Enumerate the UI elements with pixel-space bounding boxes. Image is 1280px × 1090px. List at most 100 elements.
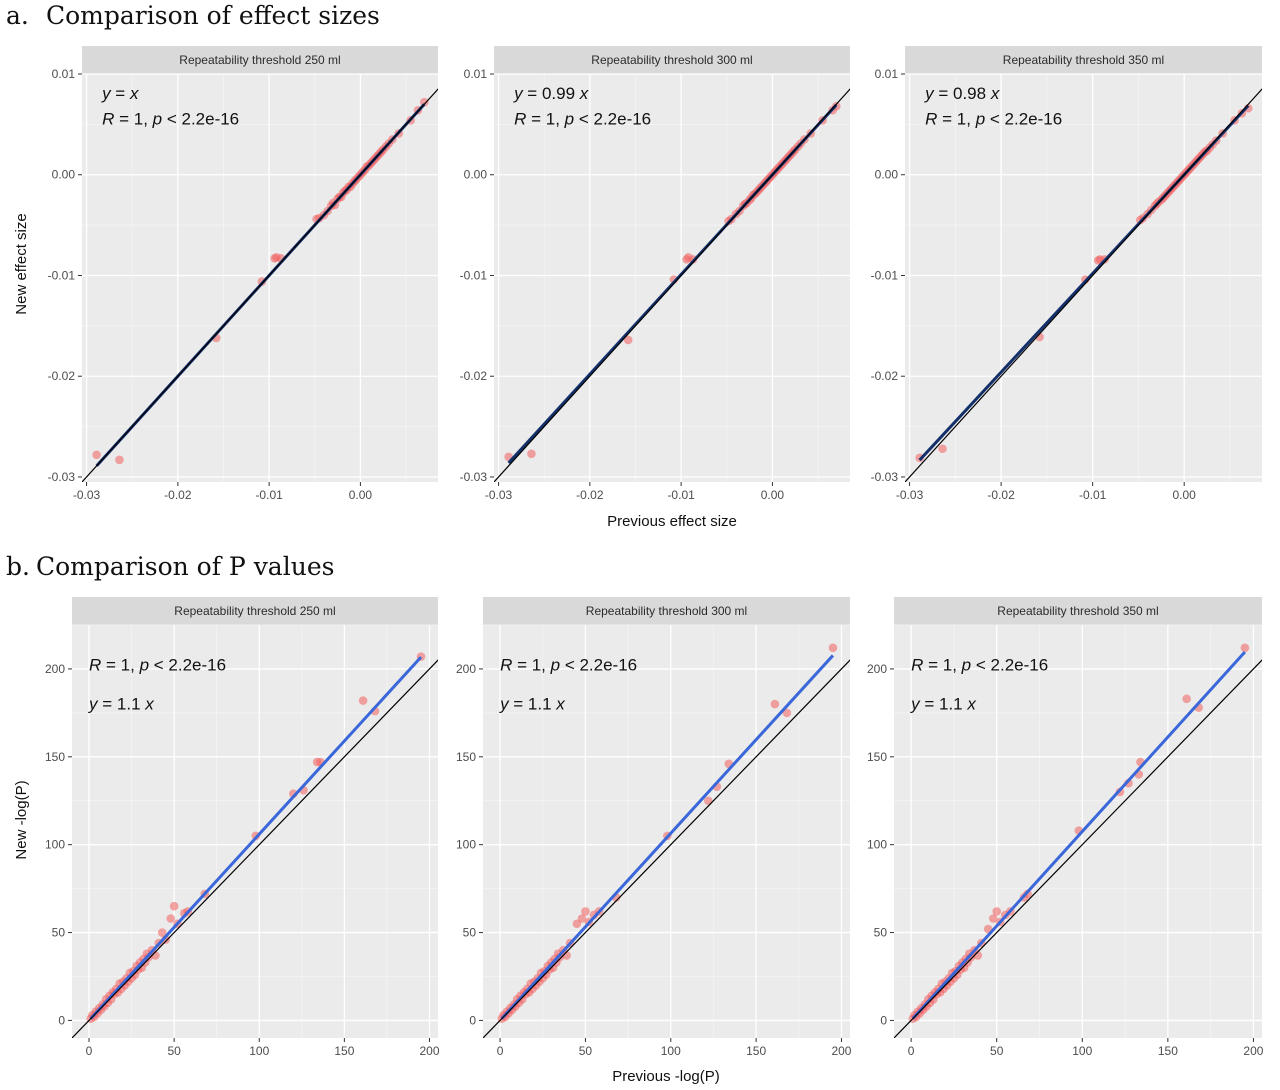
y-tick-label: -0.03 xyxy=(48,470,76,484)
y-tick-label: -0.03 xyxy=(460,470,488,484)
y-tick-label: 150 xyxy=(867,750,887,764)
y-tick-label: 0 xyxy=(880,1013,887,1027)
identity-line xyxy=(894,659,1262,1038)
x-tick-label: -0.03 xyxy=(73,488,101,502)
y-tick-label: 0.01 xyxy=(875,67,899,81)
stat-annotation: R = 1, p < 2.2e-16 xyxy=(89,656,226,675)
y-tick-label: 200 xyxy=(456,662,476,676)
facet-strip-label: Repeatability threshold 350 ml xyxy=(997,604,1158,618)
x-tick-label: 150 xyxy=(334,1044,354,1058)
data-point xyxy=(938,444,947,454)
section-b-label: b. xyxy=(6,552,30,581)
y-tick-label: 100 xyxy=(45,838,65,852)
data-point xyxy=(1182,694,1191,704)
data-point xyxy=(169,901,179,911)
facet-strip-label: Repeatability threshold 300 ml xyxy=(591,53,752,67)
data-point xyxy=(828,643,838,653)
x-tick-label: 50 xyxy=(990,1044,1004,1058)
stat-annotation: y = 1.1 x xyxy=(499,694,565,713)
y-tick-label: 50 xyxy=(874,926,888,940)
stat-annotation: y = 1.1 x xyxy=(88,694,154,713)
y-tick-label: 0.00 xyxy=(464,168,488,182)
facet-strip-label: Repeatability threshold 350 ml xyxy=(1003,53,1164,67)
stat-annotation: R = 1, p < 2.2e-16 xyxy=(500,656,637,675)
facet-strip-label: Repeatability threshold 250 ml xyxy=(174,604,335,618)
y-tick-label: 150 xyxy=(45,750,65,764)
section-a-title: Comparison of effect sizes xyxy=(46,1,380,30)
data-point xyxy=(623,335,633,345)
panels-group: Repeatability threshold 250 ml -0.03 -0.02… xyxy=(13,46,1264,1085)
data-point xyxy=(358,696,368,705)
chart-panel-3: Repeatability threshold 350 ml -0.03 -0.02… xyxy=(871,46,1262,502)
y-tick-label: 200 xyxy=(45,662,65,676)
y-tick-label: 0.00 xyxy=(52,168,76,182)
lines-layer xyxy=(82,88,438,482)
chart-panel-2: Repeatability threshold 300 ml -0.03 -0.02… xyxy=(460,46,850,530)
y-tick-label: 150 xyxy=(456,750,476,764)
y-tick-label: 200 xyxy=(867,662,887,676)
lines-layer xyxy=(72,656,438,1038)
y-tick-label: 50 xyxy=(463,926,477,940)
x-tick-label: -0.01 xyxy=(1079,488,1107,502)
y-tick-label: -0.03 xyxy=(871,470,899,484)
y-axis-title: New -log(P) xyxy=(13,780,30,859)
x-tick-label: 0 xyxy=(908,1044,915,1058)
x-tick-label: 0 xyxy=(86,1044,93,1058)
identity-line xyxy=(72,659,438,1038)
x-tick-label: -0.02 xyxy=(164,488,192,502)
chart-panel-1: Repeatability threshold 250 ml -0.03 -0.02… xyxy=(13,46,438,502)
x-tick-label: 100 xyxy=(661,1044,681,1058)
x-tick-label: 50 xyxy=(579,1044,593,1058)
fit-line xyxy=(500,654,835,1020)
lines-layer xyxy=(894,651,1262,1038)
x-tick-label: -0.01 xyxy=(255,488,283,502)
stat-annotation: R = 1, p < 2.2e-16 xyxy=(514,109,651,128)
x-tick-label: 200 xyxy=(1243,1044,1263,1058)
x-tick-label: 0 xyxy=(497,1044,504,1058)
y-tick-label: -0.01 xyxy=(460,268,488,282)
data-point xyxy=(577,914,587,923)
y-tick-label: 100 xyxy=(456,838,476,852)
x-tick-label: 0.00 xyxy=(1173,488,1197,502)
x-axis-title: Previous -log(P) xyxy=(612,1068,720,1085)
x-tick-label: 100 xyxy=(249,1044,269,1058)
y-axis-title: New effect size xyxy=(13,213,30,314)
facet-strip xyxy=(483,597,850,625)
data-point xyxy=(115,455,124,465)
data-point xyxy=(770,699,780,709)
data-point xyxy=(992,907,1001,916)
stat-annotation: R = 1, p < 2.2e-16 xyxy=(911,656,1048,675)
x-tick-label: 100 xyxy=(1072,1044,1092,1058)
data-point xyxy=(420,97,429,107)
y-tick-label: 0 xyxy=(58,1013,65,1027)
y-tick-label: 100 xyxy=(867,838,887,852)
y-tick-label: -0.02 xyxy=(871,369,899,383)
y-tick-label: -0.02 xyxy=(48,369,76,383)
x-tick-label: -0.01 xyxy=(667,488,695,502)
lines-layer xyxy=(483,654,850,1038)
fit-line xyxy=(911,651,1246,1020)
data-point xyxy=(581,907,590,916)
x-tick-label: -0.03 xyxy=(896,488,924,502)
x-tick-label: 200 xyxy=(831,1044,851,1058)
data-point xyxy=(157,928,167,937)
data-point xyxy=(1240,643,1250,653)
stat-annotation: y = 0.98 x xyxy=(924,84,1000,103)
facet-strip xyxy=(905,46,1262,74)
x-tick-label: 0.00 xyxy=(761,488,785,502)
data-point xyxy=(572,919,582,929)
facet-strip xyxy=(494,46,850,74)
x-tick-label: 150 xyxy=(1158,1044,1178,1058)
data-point xyxy=(782,708,792,718)
facet-strip-label: Repeatability threshold 300 ml xyxy=(586,604,747,618)
stat-annotation: y = 0.99 x xyxy=(513,84,589,103)
chart-panel-4: Repeatability threshold 250 ml 0 50 100 150 2… xyxy=(13,597,440,1058)
facet-strip-label: Repeatability threshold 250 ml xyxy=(179,53,340,67)
x-axis-title: Previous effect size xyxy=(607,513,737,530)
x-tick-label: 0.00 xyxy=(349,488,373,502)
facet-strip xyxy=(72,597,438,625)
data-point xyxy=(166,914,176,923)
y-tick-label: -0.02 xyxy=(460,369,488,383)
x-tick-label: -0.02 xyxy=(576,488,604,502)
